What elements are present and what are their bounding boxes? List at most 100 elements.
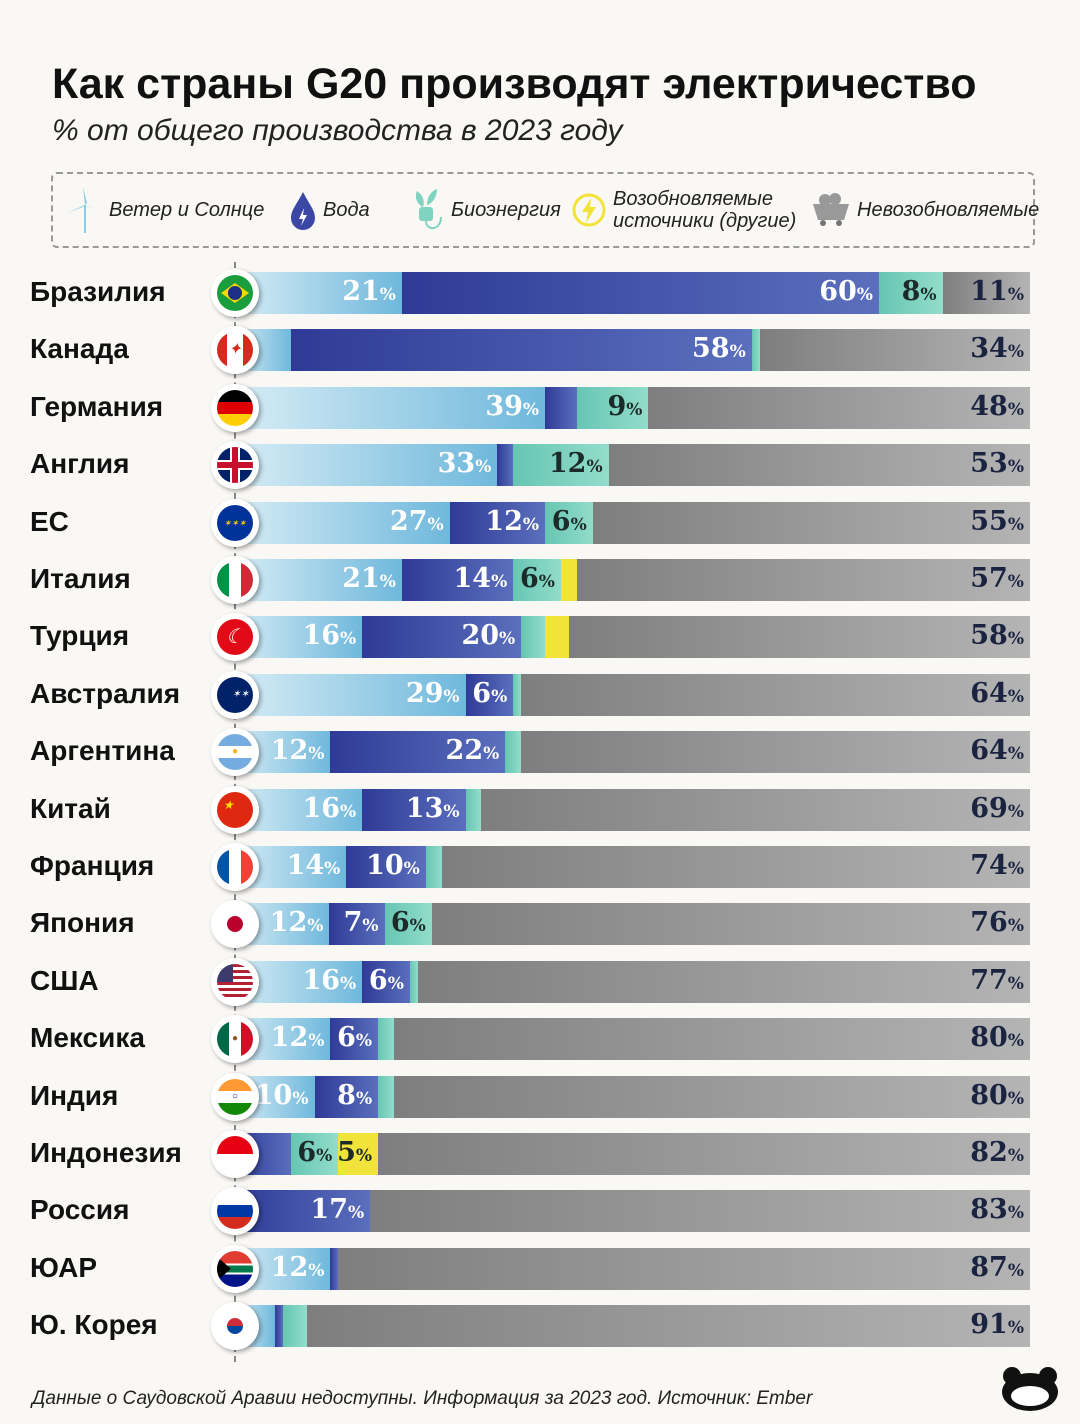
data-label: 22% (445, 735, 500, 767)
table-row: 12% 6% 80% Мексика ● (0, 1015, 1080, 1064)
legend-label: Биоэнергия (451, 198, 561, 221)
bar-segment-hydro: 12% (449, 501, 546, 544)
stacked-bar: 16% 6% 77% (235, 960, 1030, 1003)
water-drop-icon (291, 192, 315, 230)
bar-segment-hydro: 60% (401, 272, 879, 314)
data-label: 91% (970, 1309, 1024, 1341)
bar-segment-bio (425, 846, 442, 888)
data-label: 14% (453, 563, 508, 594)
data-label: 8% (901, 276, 937, 307)
bar-segment-non: 57% (576, 559, 1030, 601)
bar-segment-non: 87% (338, 1247, 1030, 1290)
data-label: 10% (366, 850, 420, 881)
bar-segment-hydro: 20% (362, 616, 522, 659)
data-label: 5% (337, 1137, 373, 1168)
bar-segment-hydro: 58% (290, 329, 752, 372)
legend-label: Возобновляемые источники (другие) (613, 188, 797, 232)
legend-label: Ветер и Солнце (109, 198, 265, 221)
country-name: ЮАР (30, 1251, 98, 1283)
table-row: 16% 13% 69% Китай ★ (0, 785, 1080, 834)
bar-segment-non: 82% (378, 1133, 1030, 1175)
bar-segment-non: 58% (568, 616, 1030, 659)
bar-segment-hydro: 13% (362, 788, 466, 831)
data-label: 69% (970, 792, 1024, 824)
bar-segment-bio (378, 1018, 394, 1061)
data-label: 12% (485, 505, 540, 537)
data-label: 6% (368, 964, 404, 996)
data-label: 16% (302, 620, 357, 652)
logo-icon (1002, 1367, 1058, 1411)
bar-segment-hydro (274, 1305, 283, 1348)
bar-segment-bio (513, 673, 522, 716)
lightning-icon (572, 193, 606, 227)
data-label: 64% (970, 677, 1024, 709)
data-label: 48% (970, 390, 1024, 422)
data-label: 29% (405, 677, 460, 709)
bar-segment-wind: 21% (235, 272, 402, 314)
bar-segment-non: 34% (759, 329, 1030, 372)
data-label: 12% (270, 1251, 325, 1283)
stacked-bar: 27% 12% 6% 55% (235, 501, 1030, 544)
table-row: 91% Ю. Корея (0, 1302, 1080, 1351)
flag-eu-icon: ✶✶✶ (211, 498, 259, 547)
data-label: 76% (970, 907, 1024, 939)
flag-ca-icon: ✦ (211, 326, 259, 375)
bar-segment-bio (521, 616, 546, 659)
data-label: 58% (970, 620, 1024, 652)
data-label: 82% (970, 1137, 1024, 1168)
legend-label: Невозобновляемые (857, 198, 1040, 221)
stacked-bar: 12% 87% (235, 1247, 1030, 1290)
stacked-bar: 21% 14% 6% 57% (235, 559, 1030, 601)
country-name: Канада (30, 333, 129, 365)
legend-item-bio: Биоэнергия (413, 174, 561, 246)
bar-segment-non: 76% (431, 903, 1030, 946)
table-row: 29% 6% 64% Австралия ✶✶ (0, 670, 1080, 719)
data-label: 16% (302, 792, 357, 824)
data-label: 80% (970, 1022, 1024, 1054)
data-label: 60% (819, 276, 873, 307)
country-name: Австралия (30, 677, 181, 709)
country-name: ЕС (30, 505, 69, 537)
table-row: 12% 87% ЮАР (0, 1244, 1080, 1293)
data-label: 33% (437, 448, 492, 480)
bar-segment-bio (282, 1305, 307, 1348)
flag-us-icon (211, 957, 259, 1006)
data-label: 9% (607, 390, 643, 422)
bar-segment-hydro (545, 386, 577, 429)
data-label: 6% (297, 1137, 333, 1168)
table-row: 12% 22% 64% Аргентина ● (0, 728, 1080, 777)
bar-segment-non: 11% (942, 272, 1030, 314)
bar-segment-hydro: 14% (401, 559, 514, 601)
stacked-bar: 29% 6% 64% (235, 673, 1030, 716)
flag-it-icon (211, 556, 259, 604)
bar-segment-bio (465, 788, 482, 831)
legend-item-wind: Ветер и Солнце (65, 174, 264, 246)
table-row: 16% 6% 77% США (0, 957, 1080, 1006)
bar-segment-hydro (330, 1247, 339, 1290)
country-name: Индонезия (30, 1137, 182, 1168)
stacked-bar: 12% 22% 64% (235, 731, 1030, 774)
table-row: 21% 14% 6% 57% Италия (0, 556, 1080, 604)
data-label: 14% (286, 850, 341, 881)
country-name: Турция (30, 620, 130, 652)
bar-segment-non: 80% (393, 1018, 1030, 1061)
data-label: 12% (269, 907, 324, 939)
data-label: 34% (970, 333, 1024, 365)
data-label: 6% (390, 907, 426, 939)
stacked-bar: 6% 5% 82% (235, 1133, 1030, 1175)
bar-segment-non: 83% (370, 1190, 1030, 1233)
bar-segment-hydro: 8% (314, 1075, 379, 1118)
data-label: 80% (970, 1079, 1024, 1111)
flag-ar-icon: ● (211, 728, 259, 777)
country-name: Германия (30, 390, 164, 422)
country-name: Франция (30, 850, 155, 881)
bar-segment-bio: 8% (878, 272, 943, 314)
chart-subtitle: % от общего производства в 2023 году (52, 114, 623, 147)
flag-tr-icon: ☾ (211, 613, 259, 662)
flag-de-icon (211, 383, 259, 432)
bar-segment-bio (751, 329, 760, 372)
data-label: 11% (970, 276, 1024, 307)
legend: Ветер и Солнце Вода Биоэнергия Возобновл… (51, 172, 1039, 248)
data-label: 87% (970, 1251, 1024, 1283)
bar-segment-bio: 9% (576, 386, 649, 429)
